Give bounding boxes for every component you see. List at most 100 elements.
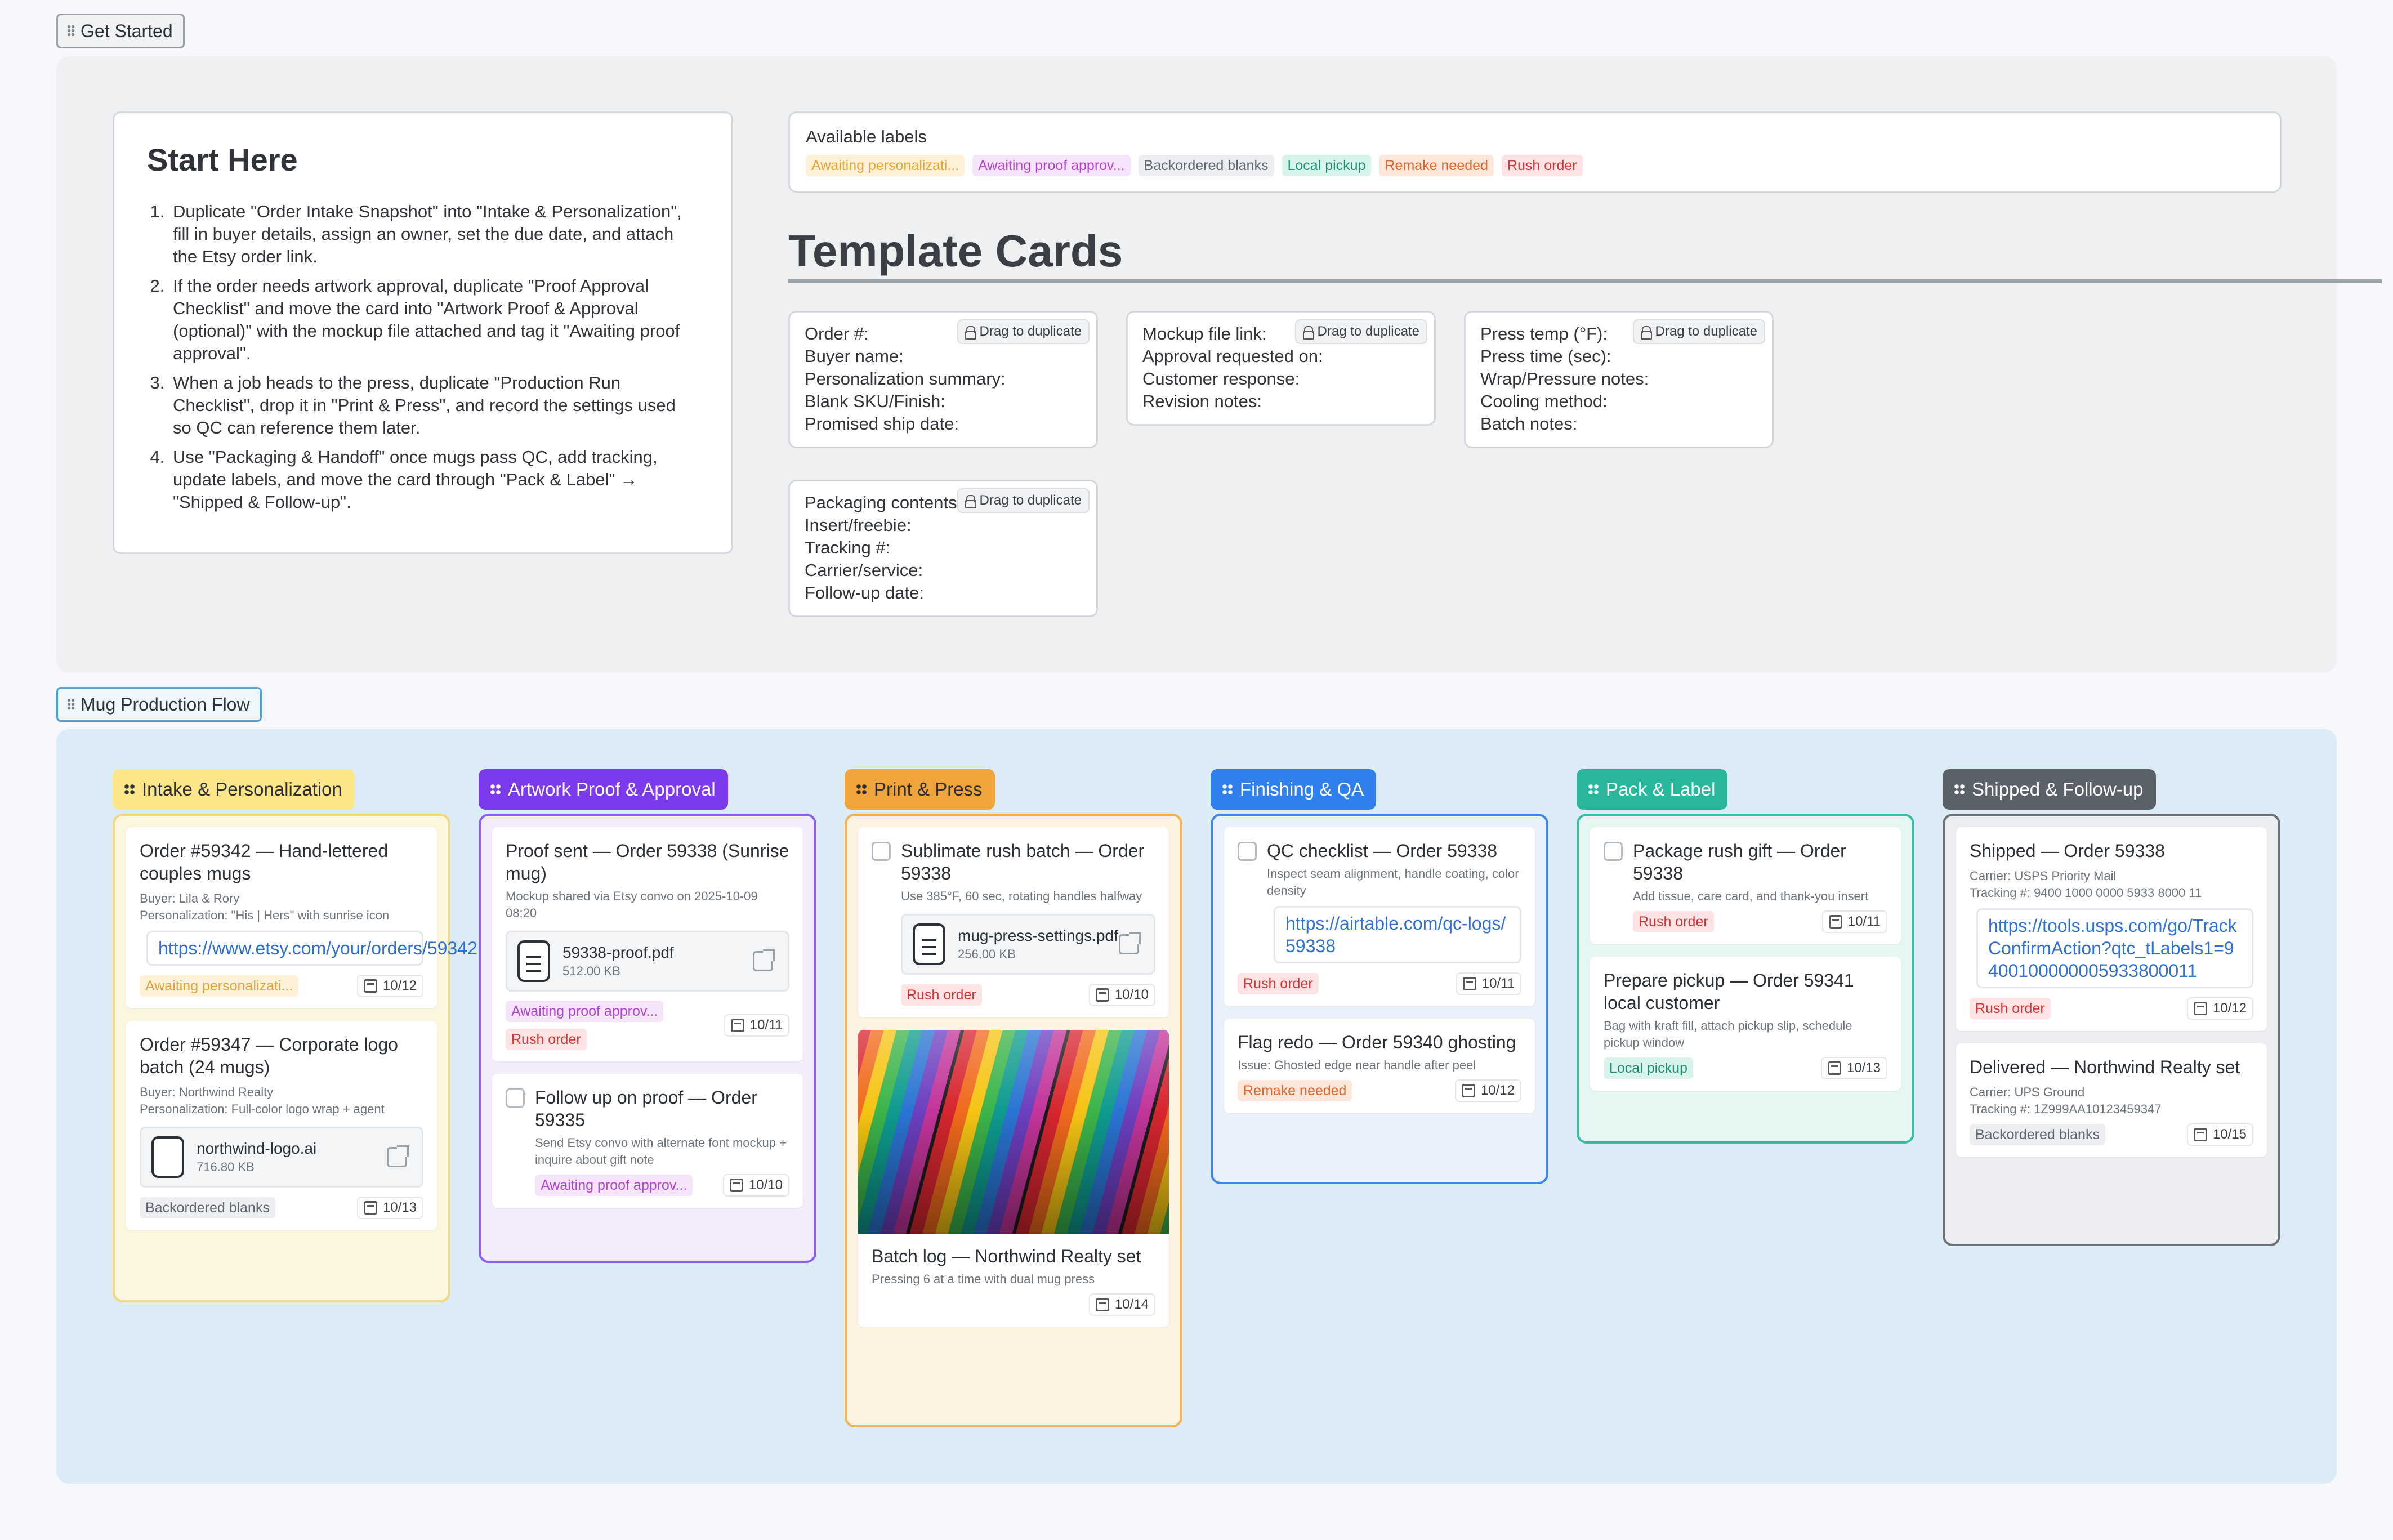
task-checkbox[interactable] <box>872 842 891 861</box>
task-card[interactable]: QC checklist — Order 59338 Inspect seam … <box>1224 827 1535 1006</box>
card-meta: Bag with kraft fill, attach pickup slip,… <box>1604 1019 1852 1050</box>
drag-handle-icon[interactable] <box>124 784 135 795</box>
document-icon <box>913 923 945 965</box>
template-field: Blank SKU/Finish: <box>805 391 945 411</box>
column-header-shipped[interactable]: Shipped & Follow-up <box>1943 769 2156 810</box>
external-link-icon[interactable] <box>753 949 775 971</box>
label-chip[interactable]: Local pickup <box>1604 1057 1693 1079</box>
due-date[interactable]: 10/15 <box>2186 1123 2253 1146</box>
label-chip[interactable]: Remake needed <box>1379 155 1494 176</box>
external-link-icon[interactable] <box>387 1145 409 1167</box>
frame-tag-mug-production[interactable]: Mug Production Flow <box>56 687 262 722</box>
template-field: Revision notes: <box>1142 391 1262 411</box>
due-date[interactable]: 10/10 <box>1088 984 1155 1006</box>
task-card[interactable]: Order #59347 — Corporate logo batch (24 … <box>126 1021 437 1230</box>
column-header-artwork[interactable]: Artwork Proof & Approval <box>479 769 728 810</box>
label-chip[interactable]: Backordered blanks <box>1970 1124 2105 1145</box>
drag-handle-icon[interactable] <box>1222 784 1233 795</box>
drag-handle-icon[interactable] <box>490 784 501 795</box>
task-card[interactable]: Sublimate rush batch — Order 59338 Use 3… <box>858 827 1169 1017</box>
task-card[interactable]: Order #59342 — Hand-lettered couples mug… <box>126 827 477 1008</box>
column-header-pack[interactable]: Pack & Label <box>1577 769 1728 810</box>
task-card[interactable]: Follow up on proof — Order 59335 Send Et… <box>492 1074 803 1208</box>
label-chip[interactable]: Rush order <box>506 1029 587 1050</box>
task-card[interactable]: Delivered — Northwind Realty set Carrier… <box>1956 1043 2267 1157</box>
template-cards-title: Template Cards <box>788 225 2382 283</box>
drag-to-duplicate-button[interactable]: Drag to duplicate <box>1294 319 1427 344</box>
label-chip[interactable]: Awaiting proof approv... <box>535 1175 693 1196</box>
template-field: Packaging contents: <box>805 493 962 512</box>
label-chip[interactable]: Awaiting proof approv... <box>972 155 1131 176</box>
due-date[interactable]: 10/12 <box>1454 1079 1521 1102</box>
column-finishing: QC checklist — Order 59338 Inspect seam … <box>1211 814 1548 1184</box>
task-card[interactable]: Flag redo — Order 59340 ghosting Issue: … <box>1224 1019 1535 1113</box>
drag-to-duplicate-button[interactable]: Drag to duplicate <box>957 488 1090 513</box>
label-chip[interactable]: Awaiting personalizati... <box>140 975 299 997</box>
due-date[interactable]: 10/12 <box>356 975 423 997</box>
due-date[interactable]: 10/10 <box>722 1174 789 1197</box>
template-card[interactable]: Drag to duplicate Press temp (°F): Press… <box>1464 311 1774 448</box>
column-header-finishing[interactable]: Finishing & QA <box>1211 769 1377 810</box>
card-meta: Buyer: Lila & Rory <box>140 891 240 905</box>
due-date[interactable]: 10/11 <box>724 1014 789 1037</box>
drag-handle-icon[interactable] <box>856 784 867 795</box>
task-card[interactable]: Proof sent — Order 59338 (Sunrise mug) M… <box>492 827 803 1061</box>
card-title: Package rush gift — Order 59338 <box>1633 841 1846 883</box>
label-chip[interactable]: Rush order <box>901 984 982 1006</box>
label-chip[interactable]: Remake needed <box>1238 1080 1352 1101</box>
file-size: 716.80 KB <box>197 1160 255 1174</box>
colored-pencils-image <box>858 1030 1169 1234</box>
drag-handle-icon[interactable] <box>67 698 75 711</box>
calendar-icon <box>363 1201 377 1215</box>
drag-handle-icon[interactable] <box>67 25 75 37</box>
label-chip[interactable]: Rush order <box>1501 155 1583 176</box>
label-chip[interactable]: Rush order <box>1970 998 2051 1019</box>
file-attachment[interactable]: mug-press-settings.pdf 256.00 KB <box>901 914 1155 975</box>
drag-handle-icon[interactable] <box>1588 784 1599 795</box>
drag-to-duplicate-button[interactable]: Drag to duplicate <box>957 319 1090 344</box>
task-card[interactable]: Shipped — Order 59338 Carrier: USPS Prio… <box>1956 827 2267 1031</box>
column-header-print[interactable]: Print & Press <box>845 769 995 810</box>
column-header-intake[interactable]: Intake & Personalization <box>113 769 355 810</box>
task-card[interactable]: Prepare pickup — Order 59341 local custo… <box>1590 957 1901 1091</box>
card-title: Follow up on proof — Order 59335 <box>535 1087 757 1130</box>
label-chip[interactable]: Backordered blanks <box>140 1197 275 1218</box>
task-checkbox[interactable] <box>1604 842 1623 861</box>
label-chip[interactable]: Rush order <box>1633 911 1714 932</box>
label-chip[interactable]: Awaiting personalizati... <box>806 155 965 176</box>
calendar-icon <box>730 1019 744 1032</box>
due-date[interactable]: 10/13 <box>1820 1057 1887 1079</box>
column-title: Print & Press <box>874 779 983 800</box>
drag-to-duplicate-button[interactable]: Drag to duplicate <box>1632 319 1765 344</box>
template-field: Wrap/Pressure notes: <box>1480 369 1649 389</box>
file-attachment[interactable]: northwind-logo.ai 716.80 KB <box>140 1127 423 1188</box>
frame-tag-get-started[interactable]: Get Started <box>56 14 185 48</box>
qc-log-link[interactable]: https://airtable.com/qc-logs/59338 <box>1274 906 1521 963</box>
due-date[interactable]: 10/11 <box>1456 972 1521 995</box>
task-card[interactable]: Package rush gift — Order 59338 Add tiss… <box>1590 827 1901 944</box>
calendar-icon <box>2193 1128 2207 1141</box>
order-link[interactable]: https://www.etsy.com/your/orders/59342 <box>146 931 477 966</box>
due-date[interactable]: 10/12 <box>2186 997 2253 1020</box>
task-checkbox[interactable] <box>506 1088 525 1108</box>
template-card[interactable]: Drag to duplicate Order #: Buyer name: P… <box>788 311 1098 448</box>
start-step: Duplicate "Order Intake Snapshot" into "… <box>169 200 699 268</box>
task-card[interactable]: Batch log — Northwind Realty set Pressin… <box>858 1030 1169 1327</box>
tracking-link[interactable]: https://tools.usps.com/go/TrackConfirmAc… <box>1976 908 2253 988</box>
external-link-icon[interactable] <box>1119 932 1141 954</box>
template-card[interactable]: Drag to duplicate Packaging contents: In… <box>788 480 1098 617</box>
task-checkbox[interactable] <box>1238 842 1257 861</box>
due-date[interactable]: 10/13 <box>356 1197 423 1219</box>
due-date[interactable]: 10/14 <box>1088 1293 1155 1316</box>
start-step: Use "Packaging & Handoff" once mugs pass… <box>169 446 699 514</box>
label-chip[interactable]: Local pickup <box>1282 155 1372 176</box>
calendar-icon <box>1462 977 1476 990</box>
due-date-text: 10/12 <box>1480 1083 1515 1098</box>
due-date[interactable]: 10/11 <box>1821 910 1887 933</box>
label-chip[interactable]: Awaiting proof approv... <box>506 1001 664 1022</box>
drag-handle-icon[interactable] <box>1954 784 1965 795</box>
template-card[interactable]: Drag to duplicate Mockup file link: Appr… <box>1126 311 1436 426</box>
label-chip[interactable]: Rush order <box>1238 973 1319 994</box>
label-chip[interactable]: Backordered blanks <box>1138 155 1274 176</box>
file-attachment[interactable]: 59338-proof.pdf 512.00 KB <box>506 931 789 992</box>
